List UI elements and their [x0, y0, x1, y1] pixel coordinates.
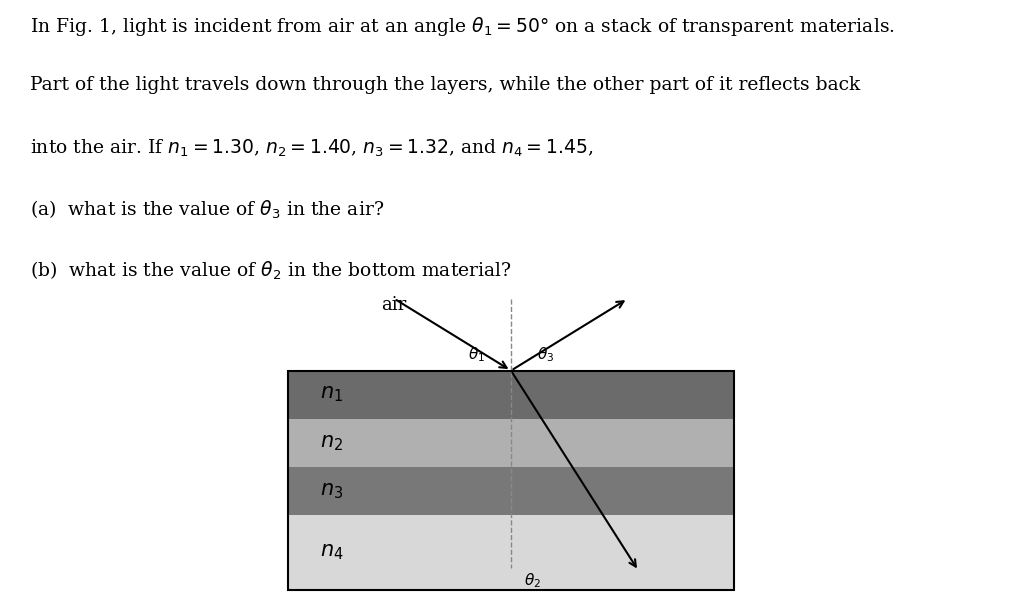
- Text: $n_3$: $n_3$: [320, 482, 343, 501]
- Text: $\theta_2$: $\theta_2$: [524, 571, 542, 590]
- Bar: [288, 467, 734, 515]
- Text: $n_4$: $n_4$: [320, 542, 343, 562]
- Text: $n_1$: $n_1$: [320, 385, 342, 405]
- Bar: [288, 419, 734, 467]
- Bar: [288, 515, 734, 590]
- Text: (b)  what is the value of $\theta_2$ in the bottom material?: (b) what is the value of $\theta_2$ in t…: [31, 259, 512, 282]
- Text: $\theta_3$: $\theta_3$: [537, 346, 554, 364]
- Text: Part of the light travels down through the layers, while the other part of it re: Part of the light travels down through t…: [31, 76, 861, 95]
- Bar: [288, 371, 734, 590]
- Text: (a)  what is the value of $\theta_3$ in the air?: (a) what is the value of $\theta_3$ in t…: [31, 199, 384, 221]
- Text: into the air. If $n_1 = 1.30$, $n_2 = 1.40$, $n_3 = 1.32$, and $n_4 = 1.45$,: into the air. If $n_1 = 1.30$, $n_2 = 1.…: [31, 137, 594, 159]
- Bar: [288, 371, 734, 419]
- Text: $\theta_1$: $\theta_1$: [468, 346, 485, 364]
- Text: In Fig. 1, light is incident from air at an angle $\theta_1 = 50°$ on a stack of: In Fig. 1, light is incident from air at…: [31, 16, 895, 39]
- Text: air: air: [381, 296, 407, 314]
- Text: $n_2$: $n_2$: [320, 433, 342, 453]
